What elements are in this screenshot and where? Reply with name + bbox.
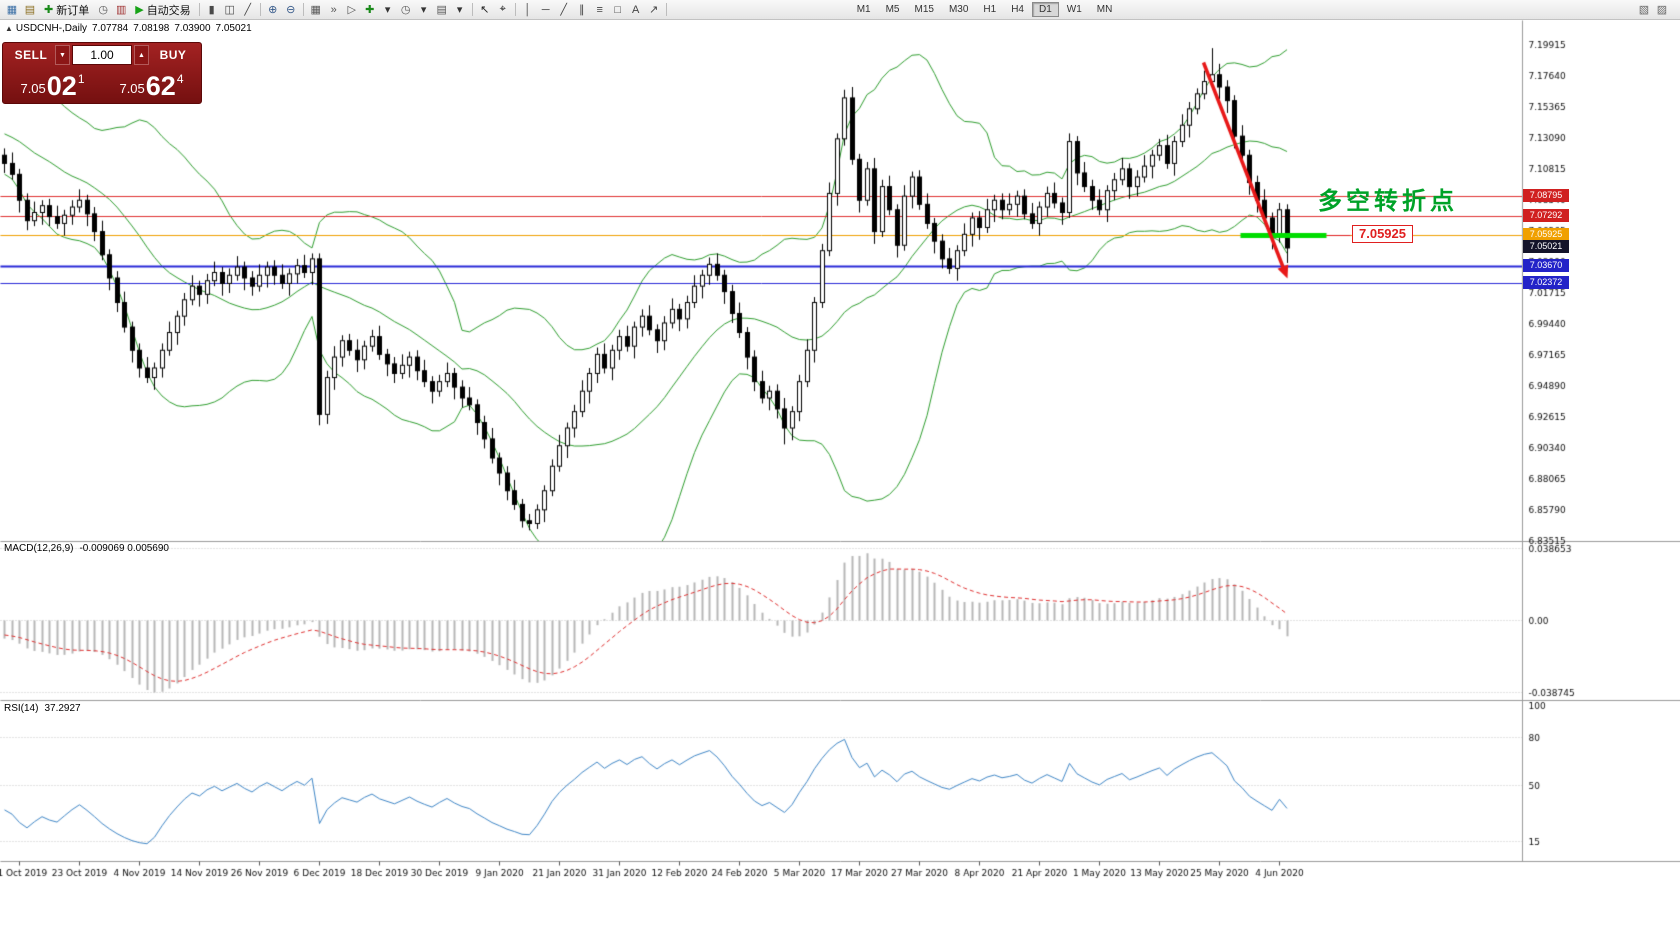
autotrading-button-label: 自动交易	[146, 4, 191, 17]
orange-level-price-box: 7.05925	[1523, 227, 1569, 241]
crosshair-icon[interactable]: ⌖	[499, 3, 506, 15]
toolbar-separator	[665, 3, 667, 16]
toolbar-separator	[471, 3, 473, 16]
resistance-price-box-1: 7.08795	[1523, 188, 1569, 202]
timeframe-switcher: M1 M5 M15 M30 H1 H4 D1 W1 MN	[850, 2, 1120, 17]
vertical-line-icon[interactable]: │	[524, 3, 532, 16]
one-click-trading-panel: SELL ▼ 1.00 ▲ BUY 7.05 02 1 7.05 62 4	[2, 42, 202, 104]
toolbar-right-icons: ▧ ▨	[1635, 2, 1671, 18]
trade-panel-top-row: SELL ▼ 1.00 ▲ BUY	[3, 43, 201, 67]
window-cascade-icon[interactable]: ▨	[1656, 4, 1668, 16]
support-price-box-1: 7.03670	[1523, 258, 1569, 272]
indicators-dropdown-icon[interactable]: ▾	[384, 4, 391, 16]
collapse-panel-icon[interactable]: ▲	[5, 24, 13, 33]
auto-scroll-icon[interactable]: »	[330, 3, 337, 16]
chart-header: ▲ USDCNH-,Daily 7.07784 7.08198 7.03900 7.050…	[5, 23, 257, 34]
toolbar: ▦ ▤ ✚ 新订单 ◷ ▥ ▶ 自动交易 ▮ ◫ ╱ ⊕ ⊖ ▦» ▷ ✚ ▾ ◷ ▾ ▤ ▾ ↖ ⌖ │ ─ ╱ ∥ ≡ □ A ↗ M1…	[0, 0, 1680, 20]
autotrading-button[interactable]: ▶ 自动交易	[130, 2, 195, 18]
volume-input[interactable]: 1.00	[72, 45, 132, 65]
chart-canvas[interactable]	[0, 20, 1680, 943]
toolbar-separator	[302, 3, 304, 16]
price-level-label: 7.05925	[1352, 225, 1413, 243]
cursor-icon[interactable]: ↖	[480, 4, 490, 16]
new-order-button[interactable]: ✚ 新订单	[39, 2, 94, 18]
macd-label: MACD(12,26,9) -0.009069 0.005690	[4, 543, 175, 554]
zoom-out-icon[interactable]: ⊖	[286, 4, 296, 16]
timeframe-w1-button[interactable]: W1	[1066, 4, 1082, 15]
rsi-indicator-value: 37.2927	[44, 703, 81, 714]
timeframe-m30-button[interactable]: M30	[948, 4, 969, 15]
toolbar-separator	[198, 3, 200, 16]
ohlc-close: 7.05021	[215, 23, 252, 34]
buy-price-sup: 4	[176, 72, 184, 86]
trendline-icon[interactable]: ╱	[560, 4, 567, 16]
volume-increase-button[interactable]: ▲	[134, 45, 149, 65]
templates-dropdown-icon[interactable]: ▾	[456, 4, 463, 16]
resistance-price-box-2: 7.07292	[1523, 209, 1569, 223]
market-watch-icon[interactable]: ▥	[116, 4, 127, 16]
templates-icon[interactable]: ▤	[436, 4, 447, 16]
arrows-icon[interactable]: ↗	[649, 4, 659, 16]
timeframe-m5-button[interactable]: M5	[885, 4, 900, 15]
volume-decrease-button[interactable]: ▼	[55, 45, 70, 65]
timeframe-d1-button[interactable]: D1	[1032, 2, 1059, 17]
toolbar-icons: ▦ ▤ ✚ 新订单 ◷ ▥ ▶ 自动交易 ▮ ◫ ╱ ⊕ ⊖ ▦» ▷ ✚ ▾ ◷ ▾ ▤ ▾ ↖ ⌖ │ ─ ╱ ∥ ≡ □ A ↗	[3, 2, 670, 18]
sell-price-sup: 1	[77, 72, 85, 86]
autotrading-icon: ▶	[135, 4, 144, 16]
toolbar-separator	[259, 3, 261, 16]
fibonacci-icon[interactable]: ≡	[596, 3, 603, 16]
window-tile-icon[interactable]: ▧	[1638, 4, 1650, 16]
toolbar-separator	[514, 3, 516, 16]
chart-shift-icon[interactable]: ▷	[347, 4, 356, 16]
timeframe-m1-button[interactable]: M1	[856, 4, 871, 15]
trade-panel-price-row: 7.05 02 1 7.05 62 4	[3, 67, 201, 101]
timeframe-m15-button[interactable]: M15	[914, 4, 934, 15]
ohlc-low: 7.03900	[174, 23, 211, 34]
buy-button[interactable]: 7.05 62 4	[102, 67, 201, 101]
channel-icon[interactable]: ∥	[578, 4, 585, 16]
buy-label: BUY	[159, 48, 187, 62]
current-price-box: 7.05021	[1523, 240, 1569, 254]
periods-dropdown-icon[interactable]: ▾	[420, 4, 427, 16]
tile-windows-icon[interactable]: ▦	[310, 4, 321, 16]
chart-profiles-icon[interactable]: ▤	[24, 4, 36, 16]
buy-price-small: 7.05	[119, 81, 145, 96]
sell-price-big: 02	[46, 71, 77, 102]
timeframe-h4-button[interactable]: H4	[1011, 4, 1024, 15]
ohlc-open: 7.07784	[92, 23, 129, 34]
zoom-in-icon[interactable]: ⊕	[268, 4, 278, 16]
buy-price-big: 62	[145, 71, 176, 102]
periods-icon[interactable]: ◷	[400, 4, 411, 16]
shapes-icon[interactable]: □	[614, 3, 622, 16]
turning-point-annotation: 多空转折点	[1318, 188, 1458, 215]
timeframe-h1-button[interactable]: H1	[983, 4, 997, 15]
bar-chart-icon[interactable]: ▮	[208, 4, 215, 16]
support-price-box-2: 7.02372	[1523, 276, 1569, 290]
sell-button[interactable]: 7.05 02 1	[3, 67, 102, 101]
text-label-icon[interactable]: A	[632, 3, 640, 16]
chart-symbol-period: USDCNH-,Daily	[15, 23, 88, 34]
ohlc-high: 7.08198	[133, 23, 170, 34]
line-chart-icon[interactable]: ╱	[244, 4, 251, 16]
macd-indicator-name: MACD(12,26,9)	[4, 543, 74, 554]
new-chart-icon[interactable]: ▦	[6, 4, 18, 16]
sell-price-small: 7.05	[20, 81, 46, 96]
timeframe-mn-button[interactable]: MN	[1096, 4, 1113, 15]
rsi-indicator-name: RSI(14)	[4, 703, 39, 714]
sell-label: SELL	[14, 48, 48, 62]
horizontal-line-icon[interactable]: ─	[541, 3, 550, 16]
rsi-label: RSI(14) 37.2927	[4, 703, 87, 714]
candlestick-chart-icon[interactable]: ◫	[224, 4, 235, 16]
new-order-button-label: 新订单	[56, 4, 90, 17]
macd-indicator-values: -0.009069 0.005690	[79, 543, 169, 554]
indicators-icon[interactable]: ✚	[365, 4, 375, 16]
new-order-icon: ✚	[44, 4, 54, 16]
history-center-icon[interactable]: ◷	[98, 4, 109, 16]
